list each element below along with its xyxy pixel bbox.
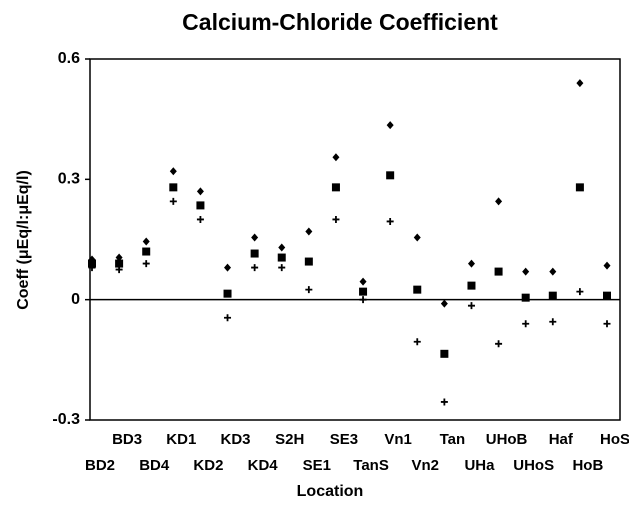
diamond-marker xyxy=(142,237,150,246)
plus-marker xyxy=(522,320,530,328)
x-tick-label: UHa xyxy=(464,457,495,474)
plus-marker xyxy=(603,320,611,328)
plus-marker xyxy=(495,340,503,348)
y-tick-label: 0.6 xyxy=(58,50,80,67)
diamond-marker xyxy=(495,197,503,206)
diamond-marker xyxy=(413,233,421,242)
plus-marker xyxy=(359,296,367,304)
x-tick-label: KD4 xyxy=(248,457,279,474)
plus-marker xyxy=(576,288,584,296)
x-tick-label: BD2 xyxy=(85,457,115,474)
plus-marker xyxy=(224,314,232,322)
diamond-marker xyxy=(440,299,448,308)
square-marker xyxy=(223,289,232,298)
x-tick-label: TanS xyxy=(353,457,389,474)
x-tick-label: Vn2 xyxy=(412,457,440,474)
diamond-marker xyxy=(115,253,123,262)
plus-marker xyxy=(332,215,340,223)
square-marker xyxy=(169,183,178,192)
plus-marker xyxy=(115,266,123,274)
x-tick-label: KD3 xyxy=(221,431,251,448)
plus-marker xyxy=(278,264,286,272)
x-tick-label: Vn1 xyxy=(384,431,412,448)
square-marker xyxy=(304,257,313,266)
diamond-marker xyxy=(603,261,611,270)
x-tick-label: UHoS xyxy=(513,457,554,474)
plus-marker xyxy=(549,318,557,326)
diamond-marker xyxy=(169,167,177,176)
square-marker xyxy=(467,281,476,290)
y-tick-label: -0.3 xyxy=(52,411,80,428)
x-tick-label: UHoB xyxy=(486,431,528,448)
square-marker xyxy=(494,267,503,276)
diamond-marker xyxy=(549,267,557,276)
square-marker xyxy=(331,183,340,192)
plus-marker xyxy=(169,197,177,205)
diamond-marker xyxy=(522,267,530,276)
plus-marker xyxy=(467,302,475,310)
plus-marker xyxy=(142,260,150,268)
x-tick-label: SE3 xyxy=(330,431,358,448)
square-marker xyxy=(359,287,368,296)
diamond-marker xyxy=(386,121,394,130)
square-marker xyxy=(548,291,557,300)
diamond-marker xyxy=(332,153,340,162)
diamond-marker xyxy=(224,263,232,272)
x-tick-label: Tan xyxy=(440,431,466,448)
plus-marker xyxy=(440,398,448,406)
x-tick-label: HoS xyxy=(600,431,629,448)
square-marker xyxy=(142,247,151,256)
plot-frame xyxy=(89,58,621,421)
plus-marker xyxy=(386,217,394,225)
square-marker xyxy=(386,171,395,180)
plus-marker xyxy=(251,264,259,272)
square-marker xyxy=(115,259,124,268)
x-tick-label: BD3 xyxy=(112,431,142,448)
square-marker xyxy=(250,249,259,258)
x-tick-label: HoB xyxy=(572,457,603,474)
x-tick-label: Haf xyxy=(549,431,574,448)
y-tick-label: 0 xyxy=(71,291,80,308)
x-tick-label: KD1 xyxy=(166,431,196,448)
square-marker xyxy=(413,285,422,294)
diamond-marker xyxy=(196,187,204,196)
diamond-marker xyxy=(359,277,367,286)
plus-marker xyxy=(305,286,313,294)
square-marker xyxy=(88,259,96,268)
square-marker xyxy=(440,349,449,358)
plus-marker xyxy=(413,338,421,346)
diamond-marker xyxy=(576,79,584,88)
square-marker xyxy=(521,293,530,302)
x-axis-label: Location xyxy=(297,483,364,500)
square-marker xyxy=(603,291,611,300)
x-tick-label: S2H xyxy=(275,431,304,448)
x-tick-label: SE1 xyxy=(303,457,331,474)
x-tick-label: KD2 xyxy=(193,457,223,474)
chart-title: Calcium-Chloride Coefficient xyxy=(182,9,498,35)
y-axis-label: Coeff (μEq/l:μEq/l) xyxy=(15,170,32,310)
y-tick-label: 0.3 xyxy=(58,171,80,188)
plus-marker xyxy=(88,264,96,272)
diamond-marker xyxy=(278,243,286,252)
square-marker xyxy=(196,201,205,210)
square-marker xyxy=(575,183,584,192)
diamond-marker xyxy=(251,233,259,242)
diamond-marker xyxy=(467,259,475,268)
diamond-marker xyxy=(305,227,313,236)
x-tick-label: BD4 xyxy=(139,457,170,474)
plus-marker xyxy=(196,215,204,223)
square-marker xyxy=(277,253,286,262)
